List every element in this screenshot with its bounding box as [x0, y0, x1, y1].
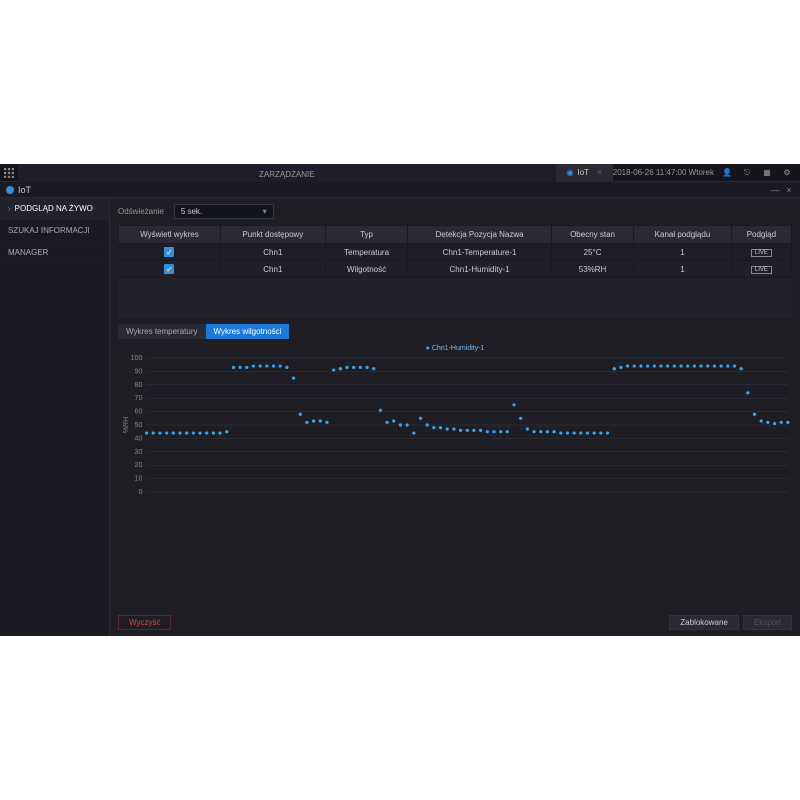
svg-text:30: 30 — [135, 449, 143, 456]
cell-ap: Chn1 — [220, 261, 325, 278]
table-header: Podgląd — [731, 226, 791, 244]
refresh-value: 5 sek. — [181, 207, 202, 216]
chart-tab-label: Wykres wilgotności — [214, 327, 282, 336]
svg-text:80: 80 — [135, 382, 143, 389]
settings-icon[interactable]: ⚙ — [780, 166, 794, 180]
svg-text:60: 60 — [135, 409, 143, 416]
tab-management[interactable]: ZARZĄDZANIE — [18, 164, 557, 182]
sensor-table: Wyświetl wykresPunkt dostępowyTypDetekcj… — [118, 225, 792, 278]
logout-icon[interactable]: ⎋ — [740, 166, 754, 180]
cell-type: Temperatura — [325, 244, 407, 261]
datetime-label: 2018-06-26 11:47:00 Wtorek — [613, 168, 714, 177]
chart-area: ● Chn1-Humidity-1 0 10 20 30 40 50 60 70 80 90 100… — [118, 343, 792, 611]
tab-label: IoT — [578, 168, 590, 177]
sidebar-item-label: PODGLĄD NA ŻYWO — [15, 204, 93, 213]
table-header: Wyświetl wykres — [119, 226, 221, 244]
sidebar-item-label: SZUKAJ INFORMACJI — [8, 226, 90, 235]
svg-text:50: 50 — [135, 422, 143, 429]
panel-title: IoT — [18, 185, 31, 195]
chevron-right-icon: › — [8, 204, 11, 213]
table-header: Typ — [325, 226, 407, 244]
button-label: Zablokowane — [680, 618, 728, 627]
humidity-chart: 0 10 20 30 40 50 60 70 80 90 100 %RH — [118, 354, 792, 504]
table-header: Punkt dostępowy — [220, 226, 325, 244]
refresh-select[interactable]: 5 sek. — [174, 204, 274, 219]
sidebar-item-label: MANAGER — [8, 248, 48, 257]
panel-title-bar: IoT — × — [0, 182, 800, 198]
cell-name: Chn1-Temperature-1 — [408, 244, 552, 261]
locked-button[interactable]: Zablokowane — [669, 615, 739, 630]
svg-text:20: 20 — [135, 462, 143, 469]
table-row: ✓ Chn1TemperaturaChn1-Temperature-125°C1 L… — [119, 244, 792, 261]
apps-grid-icon[interactable] — [0, 164, 18, 182]
svg-text:%RH: %RH — [123, 417, 130, 433]
svg-text:10: 10 — [135, 476, 143, 483]
table-header: Kanał podglądu — [634, 226, 732, 244]
cell-state: 25°C — [551, 244, 633, 261]
sidebar-item[interactable]: › PODGLĄD NA ŻYWO — [0, 198, 109, 220]
svg-text:100: 100 — [131, 355, 143, 362]
sidebar-item[interactable]: SZUKAJ INFORMACJI — [0, 220, 109, 242]
top-bar: ZARZĄDZANIE ◉ IoT × 2018-06-26 11:47:00 … — [0, 164, 800, 182]
table-row: ✓ Chn1WilgotnośćChn1-Humidity-153%RH1 LIVE — [119, 261, 792, 278]
row-checkbox[interactable]: ✓ — [164, 247, 174, 257]
chart-legend: ● Chn1-Humidity-1 — [118, 343, 792, 354]
legend-label: Chn1-Humidity-1 — [432, 345, 485, 352]
svg-text:90: 90 — [135, 368, 143, 375]
row-checkbox[interactable]: ✓ — [164, 264, 174, 274]
legend-marker-icon: ● — [426, 345, 430, 352]
sidebar-item[interactable]: MANAGER — [0, 242, 109, 264]
user-icon[interactable]: 👤 — [720, 166, 734, 180]
table-header: Detekcja Pozycja Nazwa — [408, 226, 552, 244]
cell-type: Wilgotność — [325, 261, 407, 278]
iot-dot-icon — [6, 186, 14, 194]
export-button[interactable]: Eksport — [743, 615, 792, 630]
table-header: Obecny stan — [551, 226, 633, 244]
globe-icon: ◉ — [567, 168, 574, 177]
cell-state: 53%RH — [551, 261, 633, 278]
close-tab-icon[interactable]: × — [597, 168, 602, 177]
svg-text:40: 40 — [135, 435, 143, 442]
svg-text:70: 70 — [135, 395, 143, 402]
app-window: ZARZĄDZANIE ◉ IoT × 2018-06-26 11:47:00 … — [0, 164, 800, 636]
tab-iot[interactable]: ◉ IoT × — [557, 164, 613, 182]
tab-humidity-chart[interactable]: Wykres wilgotności — [206, 324, 290, 339]
cell-channel: 1 — [634, 244, 732, 261]
main-content: Odświeżanie 5 sek. Wyświetl wykresPunkt … — [110, 198, 800, 636]
button-label: Wyczyść — [129, 618, 160, 627]
refresh-label: Odświeżanie — [118, 207, 164, 216]
close-icon[interactable]: × — [784, 185, 794, 195]
cell-channel: 1 — [634, 261, 732, 278]
chart-tab-label: Wykres temperatury — [126, 327, 198, 336]
svg-text:0: 0 — [139, 489, 143, 496]
cell-name: Chn1-Humidity-1 — [408, 261, 552, 278]
button-label: Eksport — [754, 618, 781, 627]
sidebar: › PODGLĄD NA ŻYWO SZUKAJ INFORMACJI MANAGER — [0, 198, 110, 636]
tab-temperature-chart[interactable]: Wykres temperatury — [118, 324, 206, 339]
layout-icon[interactable]: ▦ — [760, 166, 774, 180]
minimize-icon[interactable]: — — [770, 185, 780, 195]
live-badge[interactable]: LIVE — [751, 249, 772, 257]
live-badge[interactable]: LIVE — [751, 266, 772, 274]
clear-button[interactable]: Wyczyść — [118, 615, 171, 630]
tab-label: ZARZĄDZANIE — [259, 170, 315, 179]
cell-ap: Chn1 — [220, 244, 325, 261]
table-empty-area — [118, 278, 792, 318]
